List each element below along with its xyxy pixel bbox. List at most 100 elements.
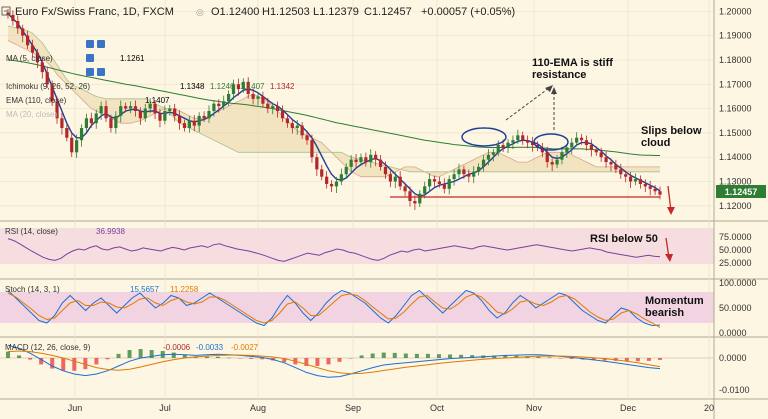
legend-row-ema110[interactable]: EMA (110, close) 1.1407 — [6, 96, 170, 105]
candle-body-43 — [217, 103, 221, 107]
macd-hist-59 — [658, 358, 662, 360]
candle-body-111 — [550, 162, 554, 165]
price-tick-7: 1.13000 — [719, 177, 752, 187]
candle-68 — [339, 168, 343, 186]
candle-30 — [153, 100, 157, 120]
candle-126 — [624, 170, 628, 183]
candle-100 — [496, 140, 500, 156]
candle-23 — [119, 100, 123, 123]
annotation-cloud-line1: Slips below — [641, 125, 702, 137]
candle-9 — [50, 80, 54, 106]
candle-body-0 — [6, 12, 10, 15]
legend-ma20-label: MA (20, close) — [6, 110, 57, 119]
candle-47 — [236, 78, 241, 96]
candle-17 — [89, 112, 93, 128]
candle-body-104 — [516, 135, 520, 141]
candle-body-71 — [354, 159, 358, 163]
macd-hist-49 — [547, 357, 552, 358]
candle-body-25 — [128, 106, 133, 109]
candle-128 — [633, 173, 638, 186]
annotation-rsi: RSI below 50 — [590, 233, 658, 245]
settings-icon[interactable] — [86, 54, 94, 62]
candle-57 — [285, 114, 290, 128]
macd-label: MACD (12, 26, close, 9) — [5, 343, 91, 352]
candle-body-113 — [560, 152, 564, 160]
candle-body-112 — [555, 159, 559, 165]
candle-body-5 — [30, 45, 35, 53]
highlight-ellipse-1 — [461, 127, 507, 147]
candle-body-63 — [315, 157, 319, 170]
candle-87 — [432, 175, 437, 189]
candle-88 — [437, 176, 441, 188]
candle-body-76 — [378, 159, 383, 167]
time-tick-2: Aug — [250, 403, 266, 413]
candle-body-73 — [364, 157, 368, 163]
candle-2 — [16, 15, 20, 34]
candle-50 — [251, 88, 255, 105]
candle-18 — [94, 109, 98, 129]
legend-ma5-label: MA (5, close) — [6, 54, 53, 63]
macd-hist-40 — [448, 354, 453, 358]
candle-27 — [138, 107, 142, 125]
candle-109 — [540, 142, 544, 157]
macd-hist-28 — [315, 358, 320, 366]
stoch-tick-1: 50.0000 — [719, 303, 752, 313]
macd-hist-19 — [215, 356, 220, 358]
candle-5 — [30, 39, 35, 58]
candle-105 — [521, 131, 525, 145]
candle-body-74 — [369, 154, 373, 163]
candle-49 — [246, 77, 250, 99]
candle-body-15 — [79, 128, 84, 141]
candle-body-117 — [579, 137, 584, 141]
time-tick-3: Sep — [345, 403, 361, 413]
collapse-icon[interactable] — [1, 6, 11, 16]
macd-hist-41 — [459, 354, 464, 358]
settings-icon[interactable] — [97, 68, 105, 76]
candle-body-37 — [187, 120, 191, 129]
annotation-momentum-line2: bearish — [645, 307, 684, 319]
candle-body-12 — [65, 128, 69, 138]
candle-body-54 — [271, 106, 275, 109]
macd-hist-32 — [359, 355, 364, 358]
candle-body-36 — [182, 123, 187, 129]
settings-icon[interactable] — [86, 68, 94, 76]
macd-hist-46 — [514, 355, 519, 358]
price-tick-3: 1.17000 — [719, 79, 752, 89]
macd-hist-45 — [503, 355, 508, 358]
candle-120 — [594, 146, 598, 156]
candle-body-26 — [133, 106, 138, 111]
stoch-label: Stoch (14, 3, 1) — [5, 285, 60, 294]
rsi-arrow-head — [665, 254, 673, 262]
macd-hist-48 — [536, 356, 541, 358]
macd-v2: -0.0033 — [196, 343, 224, 352]
macd-hist-50 — [558, 358, 563, 359]
candle-body-121 — [599, 152, 603, 158]
price-tick-1: 1.19000 — [719, 31, 752, 41]
candle-111 — [550, 158, 554, 172]
time-tick-0: Jun — [68, 403, 83, 413]
candle-body-44 — [222, 101, 226, 107]
macd-v3: -0.0027 — [231, 343, 259, 352]
candle-body-46 — [231, 84, 236, 94]
candle-body-86 — [427, 179, 432, 187]
candle-6 — [35, 48, 40, 68]
candle-body-93 — [462, 169, 466, 175]
settings-icon[interactable] — [86, 40, 94, 48]
legend-ichimoku-v3: 1.1407 — [240, 82, 265, 91]
candle-body-35 — [177, 115, 182, 124]
eye-icon[interactable]: ◎ — [196, 7, 204, 17]
legend-row-ma20[interactable]: MA (20, close) — [6, 110, 57, 119]
candle-121 — [599, 147, 603, 162]
time-tick-5: Nov — [526, 403, 543, 413]
legend-row-ichimoku[interactable]: Ichimoku (9, 26, 52, 26) 1.1348 1.1246 1… — [6, 82, 295, 91]
legend-row-ma5[interactable]: MA (5, close) 1.1261 — [6, 54, 145, 63]
candle-body-61 — [305, 135, 309, 141]
settings-icon[interactable] — [97, 40, 105, 48]
macd-hist-0 — [6, 351, 10, 358]
candle-body-130 — [643, 183, 647, 187]
ohlc-change: +0.00057 (+0.05%) — [421, 6, 515, 18]
candle-body-85 — [423, 186, 427, 194]
macd-hist-51 — [569, 358, 574, 359]
candle-body-48 — [241, 81, 245, 90]
candle-body-99 — [491, 152, 495, 155]
